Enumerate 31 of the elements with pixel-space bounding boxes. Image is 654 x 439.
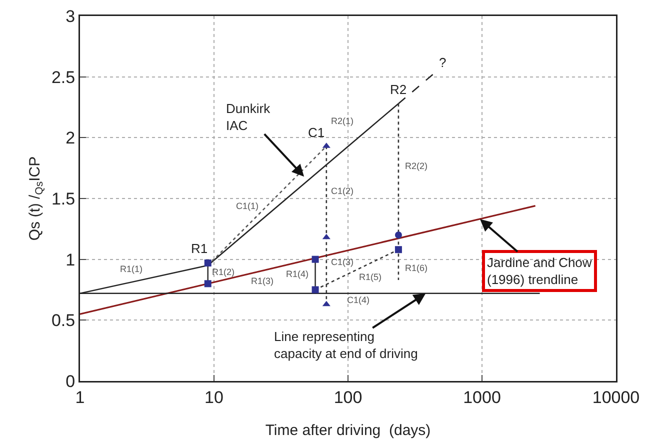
annotation: C1 xyxy=(308,125,325,140)
y-tick-label: 1 xyxy=(66,250,76,270)
x-tick-label: 10000 xyxy=(592,388,640,407)
annotation: C1(2) xyxy=(331,186,354,196)
y-tick-label: 3 xyxy=(66,6,76,26)
x-tick-label: 1000 xyxy=(463,388,501,407)
annotation: Dunkirk IAC xyxy=(226,101,271,133)
y-tick-label: 2.5 xyxy=(51,68,76,87)
y-tick-label: 1.5 xyxy=(51,189,76,208)
annotation: C1(1) xyxy=(236,201,259,211)
annotation: R1(2) xyxy=(212,267,235,277)
x-tick-label: 100 xyxy=(334,388,362,407)
annotation: R1(1) xyxy=(120,264,143,274)
annotation: Jardine and Chow (1996) trendline xyxy=(487,255,592,287)
x-tick-label: 10 xyxy=(204,388,224,407)
annotation: R1(3) xyxy=(251,276,274,286)
annotation: R1(4) xyxy=(286,269,309,279)
annotation: R1(5) xyxy=(359,272,382,282)
y-tick-label: 0 xyxy=(66,372,76,391)
annotation: Line representing capacity at end of driving xyxy=(274,329,418,361)
y-tick-label: 2 xyxy=(66,128,76,148)
y-tick-label: 0.5 xyxy=(51,311,76,330)
annotation: ? xyxy=(439,55,446,70)
annotation: C1(4) xyxy=(347,295,370,305)
annotation: R2 xyxy=(390,82,407,97)
x-axis-title: Time after driving (days) xyxy=(265,422,431,439)
annotation: R2(2) xyxy=(405,161,428,171)
annotation: R2(1) xyxy=(331,116,354,126)
annotation: R1 xyxy=(191,241,208,256)
annotation: C1(3) xyxy=(331,257,354,267)
annotation: R1(6) xyxy=(405,263,428,273)
